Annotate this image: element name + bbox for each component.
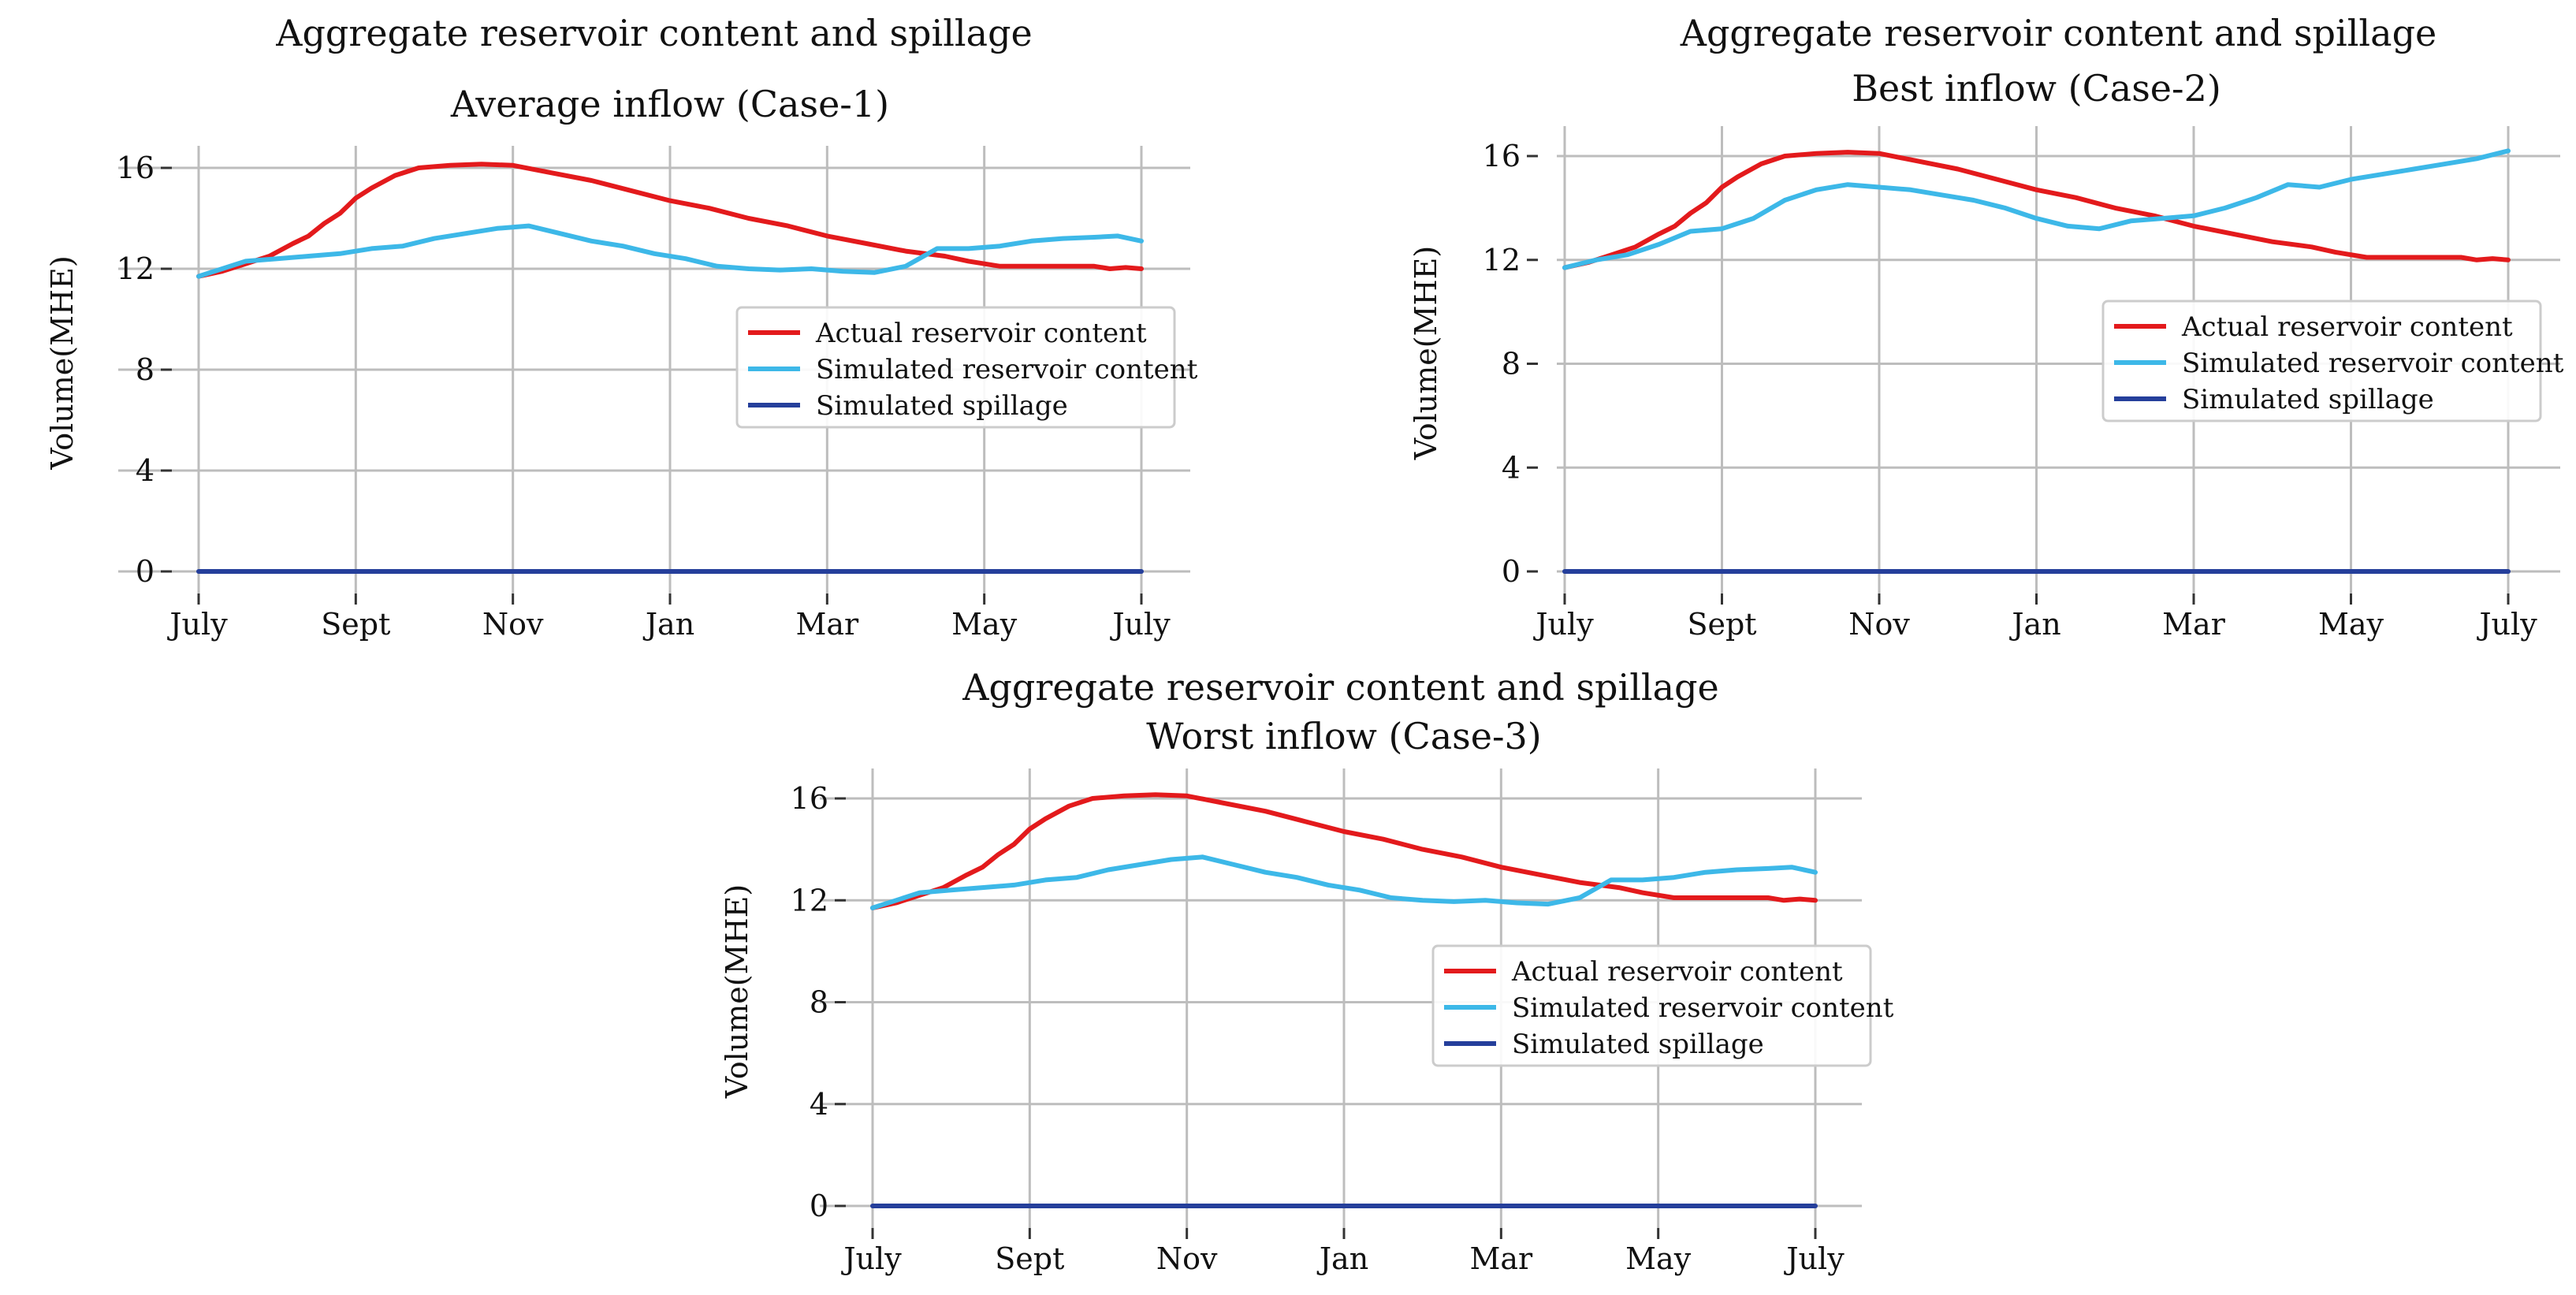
legend-box xyxy=(1431,944,1872,1067)
y-tick-label: 4 xyxy=(136,453,154,488)
y-tick-label: 12 xyxy=(791,883,828,917)
legend-label: Simulated spillage xyxy=(816,390,1068,422)
y-tick-label: 16 xyxy=(117,151,154,185)
y-tick-label: 12 xyxy=(1483,243,1521,277)
x-tick-label: July xyxy=(1109,607,1171,642)
y-tick-label: 16 xyxy=(791,781,828,816)
chart-subtitle: Worst inflow (Case-3) xyxy=(1146,715,1541,757)
x-tick-label: Sept xyxy=(1687,607,1756,642)
x-tick-label: Sept xyxy=(321,607,390,642)
y-tick-label: 4 xyxy=(810,1087,828,1122)
legend-label: Simulated spillage xyxy=(1512,1029,1764,1060)
y-tick-label: 0 xyxy=(1502,554,1521,589)
chart-title: Aggregate reservoir content and spillage xyxy=(962,666,1719,709)
chart-panel-1: Aggregate reservoir content and spillage… xyxy=(45,12,1198,642)
x-tick-label: Mar xyxy=(1469,1241,1533,1276)
y-tick-label: 4 xyxy=(1502,450,1521,485)
x-tick-label: Jan xyxy=(1316,1241,1368,1276)
x-tick-label: Nov xyxy=(1156,1241,1218,1276)
y-tick-label: 8 xyxy=(136,352,154,387)
legend-label: Actual reservoir content xyxy=(2181,311,2513,343)
chart-subtitle: Best inflow (Case-2) xyxy=(1852,67,2221,110)
chart-panel-3: Aggregate reservoir content and spillage… xyxy=(720,666,1894,1276)
simulated-series-line xyxy=(870,854,1818,910)
x-tick-label: May xyxy=(951,607,1018,642)
chart-subtitle: Average inflow (Case-1) xyxy=(450,83,889,125)
y-tick-label: 8 xyxy=(1502,347,1521,381)
x-tick-label: May xyxy=(1625,1241,1692,1276)
y-tick-label: 12 xyxy=(117,251,154,286)
simulated-series-line xyxy=(1562,148,2511,270)
legend-label: Actual reservoir content xyxy=(1511,956,1843,988)
x-tick-label: Jan xyxy=(642,607,694,642)
legend: Actual reservoir content Simulated reserv… xyxy=(2101,300,2564,422)
x-tick-label: Sept xyxy=(995,1241,1064,1276)
legend-box xyxy=(2101,300,2542,422)
legend: Actual reservoir content Simulated reserv… xyxy=(1431,944,1894,1067)
x-tick-label: July xyxy=(166,607,228,642)
actual-series-line xyxy=(870,792,1818,910)
legend-label: Simulated spillage xyxy=(2182,384,2434,415)
legend: Actual reservoir content Simulated reserv… xyxy=(735,306,1198,429)
simulated-series-line xyxy=(196,223,1144,279)
chart-panel-2: Aggregate reservoir content and spillage… xyxy=(1409,12,2564,642)
y-tick-label: 16 xyxy=(1483,139,1521,173)
y-axis-label: Volume(MHE) xyxy=(720,884,754,1099)
y-axis-label: Volume(MHE) xyxy=(45,255,80,470)
y-tick-label: 8 xyxy=(810,985,828,1020)
actual-series-line xyxy=(196,162,1144,279)
y-axis-label: Volume(MHE) xyxy=(1409,246,1443,460)
x-tick-label: May xyxy=(2318,607,2384,642)
x-tick-label: July xyxy=(1783,1241,1845,1276)
legend-label: Actual reservoir content xyxy=(815,318,1147,349)
x-tick-label: Nov xyxy=(1848,607,1910,642)
chart-title: Aggregate reservoir content and spillage xyxy=(275,12,1033,54)
x-tick-label: Nov xyxy=(482,607,544,642)
legend-label: Simulated reservoir content xyxy=(1512,992,1894,1024)
legend-label: Simulated reservoir content xyxy=(816,354,1198,385)
x-tick-label: July xyxy=(1532,607,1594,642)
x-tick-label: July xyxy=(2476,607,2537,642)
x-tick-label: Jan xyxy=(2008,607,2060,642)
legend-label: Simulated reservoir content xyxy=(2182,348,2564,379)
chart-title: Aggregate reservoir content and spillage xyxy=(1680,12,2437,54)
x-tick-label: Mar xyxy=(795,607,859,642)
legend-box xyxy=(735,306,1176,429)
x-tick-label: Mar xyxy=(2162,607,2226,642)
y-tick-label: 0 xyxy=(810,1189,828,1223)
x-tick-label: July xyxy=(840,1241,902,1276)
actual-series-line xyxy=(1562,150,2511,270)
y-tick-label: 0 xyxy=(136,554,154,589)
